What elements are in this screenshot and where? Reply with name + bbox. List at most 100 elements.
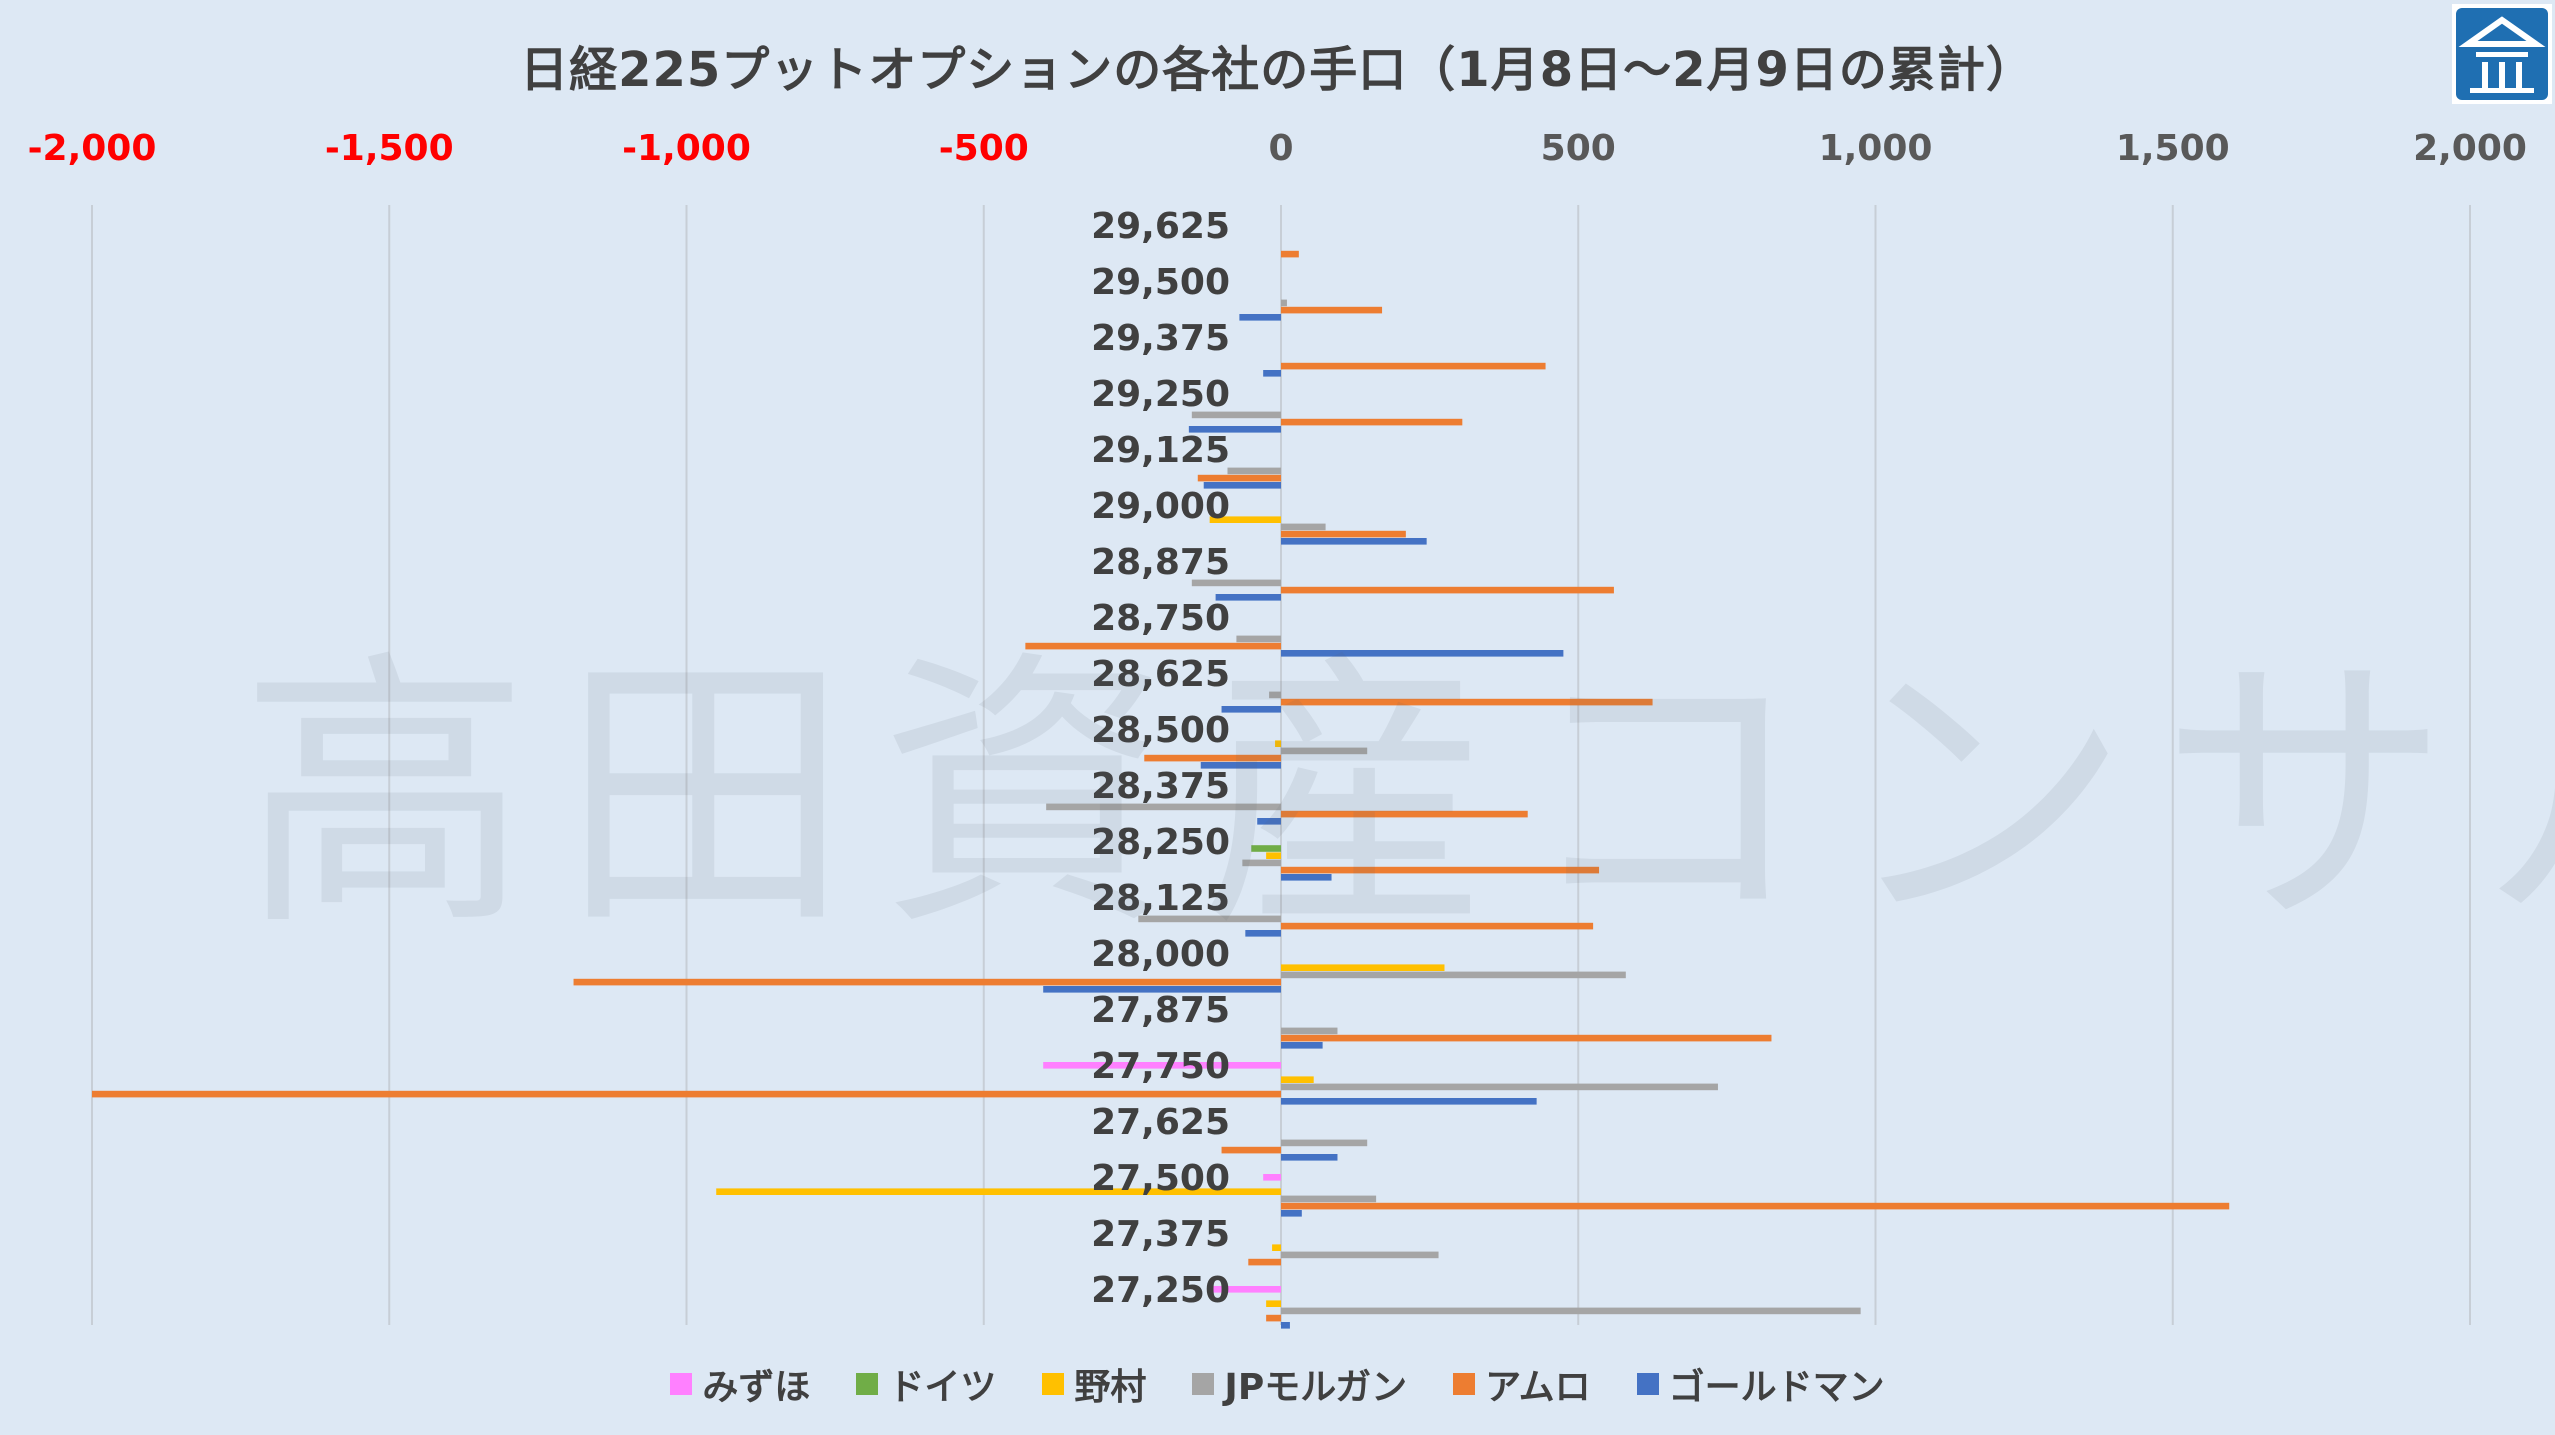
y-tick-label: 28,250 [1091, 822, 1230, 863]
y-tick-label: 29,250 [1091, 374, 1230, 415]
bar [1209, 1286, 1281, 1293]
bar [1043, 986, 1281, 993]
bar [1188, 426, 1281, 433]
bar [1281, 650, 1564, 657]
bar [1281, 866, 1600, 874]
bar [1275, 740, 1281, 747]
y-tick-label: 28,000 [1091, 934, 1230, 975]
legend-swatch [670, 1373, 693, 1395]
bar [1215, 594, 1281, 601]
legend-item: JPモルガン [1192, 1358, 1407, 1410]
legend-label: アムロ [1485, 1367, 1591, 1408]
bar [1263, 1174, 1281, 1181]
y-tick-label: 28,875 [1091, 542, 1230, 583]
legend: みずほ ドイツ 野村 JPモルガン アムロ ゴールドマン [0, 1358, 2555, 1410]
legend-label: ドイツ [888, 1367, 997, 1408]
y-tick-label: 28,125 [1091, 878, 1230, 919]
watermark-text: 高田資産コンサル [240, 628, 2555, 965]
bar [1025, 642, 1281, 650]
bar [1197, 474, 1281, 482]
x-tick-label: 1,500 [2116, 128, 2230, 169]
legend-label: 野村 [1074, 1367, 1147, 1408]
legend-swatch [1192, 1373, 1215, 1395]
bar [92, 1090, 1281, 1098]
bar [1281, 1322, 1290, 1329]
bar [1281, 1202, 2230, 1210]
bar [1281, 922, 1594, 930]
bar [716, 1188, 1281, 1195]
y-tick-label: 29,375 [1091, 318, 1230, 359]
bar [1281, 810, 1528, 818]
y-tick-label: 28,500 [1091, 710, 1230, 751]
legend-label: みずほ [702, 1367, 811, 1408]
bar [1281, 1251, 1439, 1259]
bar [1242, 859, 1281, 867]
bar [1281, 1042, 1323, 1049]
legend-item: ドイツ [856, 1358, 996, 1410]
y-tick-label: 28,750 [1091, 598, 1230, 639]
y-tick-label: 27,875 [1091, 990, 1230, 1031]
bar [1281, 538, 1427, 545]
x-tick-label: -1,000 [622, 128, 751, 169]
bar [1281, 1083, 1718, 1091]
chart-title: 日経225プットオプションの各社の手口（1月8日～2月9日の累計） [520, 42, 2035, 98]
x-tick-label: 500 [1541, 128, 1616, 169]
legend-swatch [1453, 1373, 1476, 1395]
bar [1281, 971, 1626, 979]
bar [1043, 1062, 1281, 1069]
x-tick-label: -1,500 [325, 128, 454, 169]
bar [1281, 1195, 1377, 1203]
bar [1281, 1154, 1338, 1161]
x-tick-label: 1,000 [1819, 128, 1933, 169]
y-tick-label: 27,250 [1091, 1270, 1230, 1311]
bar [1221, 706, 1281, 713]
bar [1266, 1300, 1281, 1307]
bar [1281, 523, 1326, 531]
x-tick-label: -500 [939, 128, 1029, 169]
bar [1245, 930, 1281, 937]
legend-swatch [856, 1373, 879, 1395]
bar [1266, 852, 1281, 859]
x-tick-label: 0 [1268, 128, 1293, 169]
bar [1281, 698, 1653, 706]
y-tick-label: 27,375 [1091, 1214, 1230, 1255]
bar [573, 978, 1281, 986]
bar [1191, 411, 1281, 419]
bar [1281, 362, 1546, 370]
bar [1281, 1076, 1314, 1083]
bar [1236, 635, 1281, 643]
bar [1281, 1139, 1368, 1147]
bar [1209, 516, 1281, 523]
bar [1227, 467, 1281, 475]
legend-item: ゴールドマン [1636, 1358, 1885, 1410]
bar [1281, 1210, 1302, 1217]
legend-swatch [1636, 1373, 1659, 1395]
bar [1281, 1098, 1537, 1105]
y-tick-label: 27,750 [1091, 1046, 1230, 1087]
bar [1281, 1027, 1338, 1035]
y-tick-label: 27,500 [1091, 1158, 1230, 1199]
bar [1281, 250, 1299, 258]
bar [1266, 1314, 1281, 1322]
logo-icon [2452, 4, 2552, 104]
y-tick-label: 27,625 [1091, 1102, 1230, 1143]
y-tick-label: 28,375 [1091, 766, 1230, 807]
bar [1281, 299, 1287, 307]
bar [1248, 1258, 1281, 1266]
bar [1281, 874, 1332, 881]
bar [1281, 418, 1463, 426]
x-tick-label: -2,000 [28, 128, 157, 169]
bar [1263, 370, 1281, 377]
bar [1144, 754, 1281, 762]
bar [1046, 803, 1281, 811]
y-tick-label: 29,125 [1091, 430, 1230, 471]
legend-swatch [1042, 1373, 1065, 1395]
bar [1203, 482, 1281, 489]
bar [1281, 747, 1368, 755]
legend-item: みずほ [670, 1358, 810, 1410]
bar [1281, 586, 1614, 594]
bar [1200, 762, 1281, 769]
y-tick-label: 29,000 [1091, 486, 1230, 527]
legend-item: 野村 [1042, 1358, 1146, 1410]
